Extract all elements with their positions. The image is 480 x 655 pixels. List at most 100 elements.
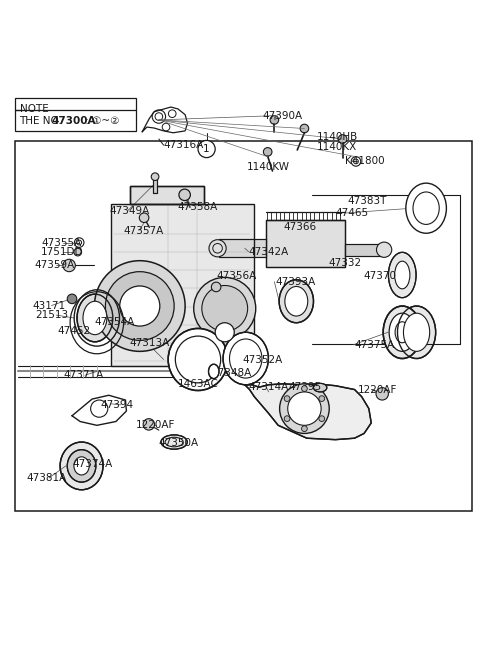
Ellipse shape <box>395 261 410 289</box>
Circle shape <box>194 277 256 339</box>
Text: 47358A: 47358A <box>177 202 217 212</box>
Circle shape <box>209 240 226 257</box>
Circle shape <box>139 213 149 223</box>
Text: 47375A: 47375A <box>355 340 395 350</box>
Ellipse shape <box>168 328 228 390</box>
Circle shape <box>319 396 324 402</box>
Circle shape <box>143 419 155 430</box>
Text: 47316A: 47316A <box>164 140 204 150</box>
Ellipse shape <box>60 442 103 490</box>
Text: 1220AF: 1220AF <box>136 421 175 430</box>
Bar <box>15 98 136 131</box>
Circle shape <box>106 272 174 341</box>
Text: 47332: 47332 <box>329 257 362 268</box>
Ellipse shape <box>223 332 268 384</box>
Text: 47356A: 47356A <box>216 271 256 281</box>
Text: 47381A: 47381A <box>26 473 66 483</box>
Ellipse shape <box>397 306 436 358</box>
Ellipse shape <box>406 183 446 233</box>
Circle shape <box>63 259 75 272</box>
Text: 47348A: 47348A <box>211 368 252 379</box>
Circle shape <box>280 384 329 434</box>
Text: 1220AF: 1220AF <box>358 384 397 394</box>
Text: 47314A: 47314A <box>249 382 289 392</box>
Text: 47383T: 47383T <box>348 196 387 206</box>
Text: 47352A: 47352A <box>243 355 283 365</box>
Text: 1140KX: 1140KX <box>316 142 357 152</box>
Circle shape <box>151 173 159 181</box>
Text: 47393A: 47393A <box>276 276 315 287</box>
Bar <box>345 244 383 256</box>
Text: 1: 1 <box>204 144 210 154</box>
Bar <box>218 239 266 257</box>
Circle shape <box>202 286 248 331</box>
Text: 47395: 47395 <box>288 382 322 392</box>
Text: 47390A: 47390A <box>263 111 303 121</box>
Ellipse shape <box>208 364 219 379</box>
Polygon shape <box>245 384 371 440</box>
Text: 47300A: 47300A <box>51 116 96 126</box>
Text: 1463AC: 1463AC <box>178 379 219 389</box>
Text: 1140HB: 1140HB <box>316 132 358 141</box>
Text: 47366: 47366 <box>283 222 316 233</box>
Ellipse shape <box>67 450 96 482</box>
Circle shape <box>120 286 160 326</box>
Circle shape <box>264 147 272 156</box>
Text: 47374A: 47374A <box>72 459 112 469</box>
Circle shape <box>301 386 307 392</box>
Text: 47394: 47394 <box>101 400 134 410</box>
Text: 47355A: 47355A <box>41 238 81 248</box>
Circle shape <box>284 396 290 402</box>
Text: 47342A: 47342A <box>249 247 289 257</box>
Text: NOTE: NOTE <box>21 104 49 114</box>
Circle shape <box>95 261 185 351</box>
Text: 47465: 47465 <box>336 208 369 218</box>
Text: 1140KW: 1140KW <box>247 162 290 172</box>
Text: : ①~②: : ①~② <box>82 116 119 126</box>
Circle shape <box>319 416 324 422</box>
Circle shape <box>376 242 392 257</box>
Circle shape <box>376 388 388 400</box>
Ellipse shape <box>161 435 187 449</box>
Text: 47349A: 47349A <box>110 206 150 215</box>
Text: 47359A: 47359A <box>34 261 74 271</box>
Text: 47313A: 47313A <box>129 338 169 348</box>
Ellipse shape <box>83 301 107 335</box>
Bar <box>111 204 254 365</box>
Text: 47357A: 47357A <box>123 225 164 236</box>
Ellipse shape <box>285 286 308 316</box>
Text: 43171: 43171 <box>33 301 66 310</box>
Ellipse shape <box>388 252 416 297</box>
Text: 47371A: 47371A <box>63 370 104 380</box>
Text: 47370: 47370 <box>363 271 396 282</box>
Circle shape <box>301 426 307 432</box>
Bar <box>111 204 254 365</box>
Ellipse shape <box>279 280 313 323</box>
Bar <box>218 239 266 257</box>
Text: 47350A: 47350A <box>159 438 199 448</box>
Text: 21513: 21513 <box>36 310 69 320</box>
Text: K41800: K41800 <box>345 157 384 166</box>
Bar <box>266 219 345 267</box>
Ellipse shape <box>404 313 430 351</box>
Bar <box>153 178 157 193</box>
Ellipse shape <box>383 306 421 358</box>
Circle shape <box>67 294 77 304</box>
Text: 47452: 47452 <box>58 326 91 336</box>
Bar <box>153 178 157 193</box>
Circle shape <box>211 282 221 291</box>
Circle shape <box>74 248 82 256</box>
Text: 1751DD: 1751DD <box>41 247 84 257</box>
Circle shape <box>198 140 215 158</box>
Circle shape <box>215 323 234 342</box>
Ellipse shape <box>313 383 327 392</box>
Ellipse shape <box>74 457 89 475</box>
Circle shape <box>270 116 279 124</box>
Bar <box>130 186 204 204</box>
Text: A: A <box>221 328 228 337</box>
Text: THE NO.: THE NO. <box>20 116 66 126</box>
Circle shape <box>284 416 290 422</box>
Bar <box>266 219 345 267</box>
Circle shape <box>288 392 321 425</box>
Circle shape <box>300 124 309 133</box>
